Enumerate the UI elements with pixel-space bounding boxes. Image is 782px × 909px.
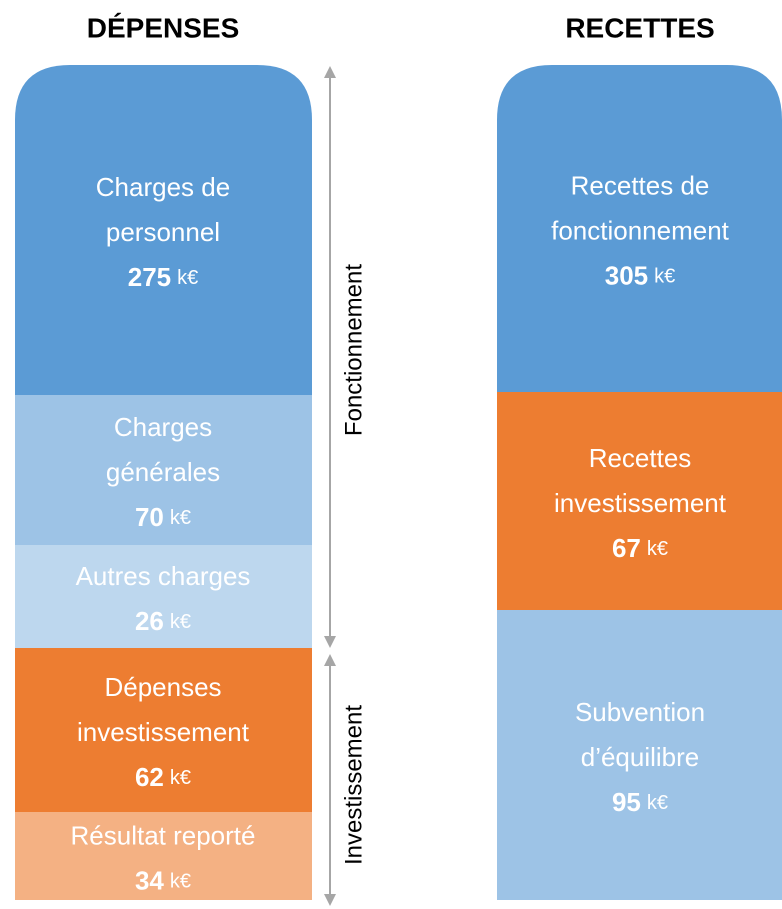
amount-value: 305 [605,260,648,290]
block-label: d’équilibre [581,742,700,772]
block-amount: 275 k€ [128,262,199,292]
budget-block [15,648,312,812]
column-title: RECETTES [565,12,714,43]
amount-value: 62 [135,762,164,792]
amount-unit: k€ [170,767,191,789]
amount-unit: k€ [177,267,198,289]
block-label: Recettes de [571,170,710,200]
block-amount: 62 k€ [135,762,191,792]
budget-block [15,545,312,648]
block-label: Charges [114,412,212,442]
amount-unit: k€ [647,538,668,560]
amount-value: 26 [135,606,164,636]
block-amount: 305 k€ [605,260,676,290]
block-amount: 26 k€ [135,606,191,636]
block-label: investissement [554,488,727,518]
amount-value: 275 [128,262,171,292]
budget-block [15,812,312,900]
budget-block [497,392,782,610]
amount-value: 95 [612,787,641,817]
budget-block [497,65,782,392]
block-amount: 34 k€ [135,865,191,895]
budget-block [15,395,312,545]
section-label: Fonctionnement [340,264,367,436]
block-label: Résultat reporté [71,820,256,850]
block-amount: 67 k€ [612,533,668,563]
budget-block [497,610,782,900]
block-amount: 95 k€ [612,787,668,817]
section-label: Investissement [340,705,367,865]
block-label: Recettes [589,443,692,473]
amount-unit: k€ [170,871,191,893]
block-label: Subvention [575,697,705,727]
block-amount: 70 k€ [135,502,191,532]
amount-unit: k€ [654,266,675,288]
budget-block [15,65,312,395]
amount-value: 34 [135,865,164,895]
amount-value: 67 [612,533,641,563]
amount-unit: k€ [170,611,191,633]
block-label: fonctionnement [551,215,730,245]
amount-unit: k€ [170,507,191,529]
block-label: Autres charges [76,561,251,591]
block-label: générales [106,457,220,487]
block-label: Charges de [96,172,230,202]
column-title: DÉPENSES [87,12,240,43]
block-label: Dépenses [104,672,221,702]
block-label: personnel [106,217,220,247]
amount-unit: k€ [647,792,668,814]
block-label: investissement [77,717,250,747]
amount-value: 70 [135,502,164,532]
